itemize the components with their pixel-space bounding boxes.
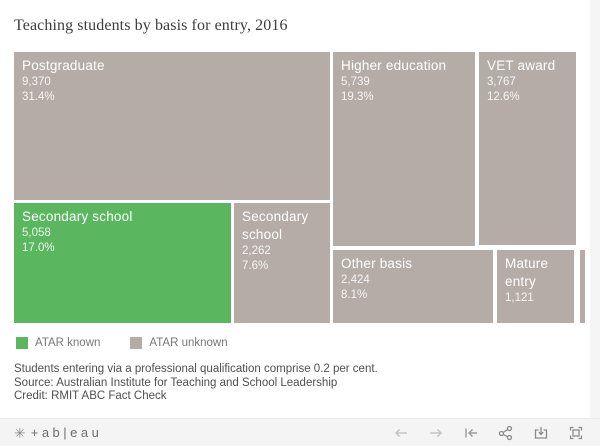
atar-known-swatch-icon (16, 337, 28, 349)
block-value: 2,424 (341, 274, 370, 286)
block-value: 3,767 (487, 76, 516, 88)
block-content: Secondary school 2,262 7.6% (234, 203, 330, 279)
footer-credit: Credit: RMIT ABC Fact Check (14, 390, 167, 402)
reset-icon[interactable] (463, 425, 479, 441)
block-content: Mature entry 1,121 (497, 250, 574, 311)
block-content: Other basis 2,424 8.1% (333, 250, 493, 308)
block-percent: 7.6% (242, 260, 269, 272)
footer-source: Source: Australian Institute for Teachin… (14, 376, 338, 389)
block-label: Secondary school (22, 209, 133, 224)
block-percent: 17.0% (22, 242, 55, 254)
block-label: Secondary school (242, 209, 309, 242)
block-percent: 12.6% (487, 91, 520, 103)
tableau-toolbar: ✳ +ab|eau (0, 418, 600, 446)
toolbar-icons (393, 425, 584, 441)
treemap-block-postgraduate[interactable]: Postgraduate 9,370 31.4% (14, 52, 330, 200)
block-value: 5,739 (341, 76, 370, 88)
treemap-block-higher-education[interactable]: Higher education 5,739 19.3% (333, 52, 475, 246)
block-content: Postgraduate 9,370 31.4% (14, 52, 330, 110)
block-value: 9,370 (22, 76, 51, 88)
tableau-logo[interactable]: ✳ +ab|eau (14, 425, 102, 440)
atar-unknown-swatch-icon (130, 337, 143, 349)
block-value: 1,121 (505, 292, 534, 304)
block-content: VET award 3,767 12.6% (479, 52, 576, 110)
redo-icon[interactable] (428, 425, 444, 441)
legend: ATAR known ATAR unknown (16, 337, 228, 349)
chart-title: Teaching students by basis for entry, 20… (14, 17, 288, 34)
treemap-block-mature-entry[interactable]: Mature entry 1,121 (497, 250, 574, 323)
block-label: Mature entry (505, 256, 549, 289)
treemap-block-other-basis[interactable]: Other basis 2,424 8.1% (333, 250, 493, 323)
fullscreen-icon[interactable] (568, 425, 584, 441)
block-content: Secondary school 5,058 17.0% (14, 203, 231, 261)
block-value: 5,058 (22, 227, 51, 239)
tableau-logo-icon: ✳ (14, 424, 26, 441)
footer: Students entering via a professional qua… (14, 363, 378, 404)
download-icon[interactable] (533, 425, 549, 441)
treemap-block-secondary-school[interactable]: Secondary school 2,262 7.6% (234, 203, 330, 323)
legend-item-atar-unknown[interactable]: ATAR unknown (130, 337, 228, 349)
undo-icon[interactable] (393, 425, 409, 441)
block-label: Higher education (341, 58, 447, 73)
block-label: Postgraduate (22, 58, 105, 73)
treemap-block-unlabeled[interactable] (580, 250, 585, 323)
block-content: Higher education 5,739 19.3% (333, 52, 475, 110)
block-percent: 8.1% (341, 289, 368, 301)
treemap-block-vet-award[interactable]: VET award 3,767 12.6% (479, 52, 576, 245)
footer-note: Students entering via a professional qua… (14, 363, 378, 375)
legend-label: ATAR unknown (149, 337, 228, 349)
viz-card: Teaching students by basis for entry, 20… (14, 17, 585, 404)
legend-label: ATAR known (35, 337, 101, 349)
treemap-block-secondary-school[interactable]: Secondary school 5,058 17.0% (14, 203, 231, 323)
share-icon[interactable] (498, 425, 514, 441)
block-label: Other basis (341, 256, 413, 271)
block-percent: 19.3% (341, 91, 374, 103)
legend-item-atar-known[interactable]: ATAR known (16, 337, 100, 349)
block-label: VET award (487, 58, 556, 73)
tableau-wordmark: +ab|eau (30, 425, 103, 440)
block-value: 2,262 (242, 245, 271, 257)
block-percent: 31.4% (22, 91, 55, 103)
